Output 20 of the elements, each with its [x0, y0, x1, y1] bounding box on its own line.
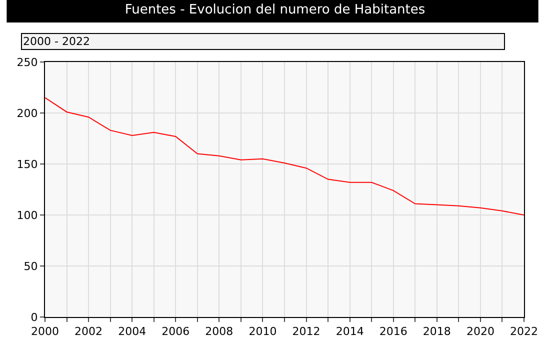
x-tick-label: 2008 — [205, 325, 234, 338]
y-tick-label: 100 — [16, 208, 38, 222]
y-tick-label: 50 — [24, 260, 38, 273]
x-tick-label: 2018 — [422, 325, 451, 338]
chart-subtitle: 2000 - 2022 — [23, 35, 90, 48]
x-tick-label: 2004 — [118, 325, 146, 338]
y-tick-label: 0 — [30, 310, 38, 324]
x-tick-label: 2006 — [162, 325, 190, 338]
chart-title: Fuentes - Evolucion del numero de Habitantes — [124, 2, 426, 18]
x-tick-label: 2016 — [379, 325, 408, 338]
y-tick-label: 250 — [16, 56, 38, 69]
x-tick-label: 2000 — [31, 325, 59, 338]
x-tick-label: 2022 — [510, 325, 538, 338]
x-tick-label: 2014 — [336, 325, 364, 338]
y-tick-label: 200 — [16, 106, 38, 120]
x-tick-label: 2020 — [466, 325, 494, 338]
x-tick-label: 2012 — [292, 325, 320, 338]
y-tick-label: 150 — [16, 158, 38, 171]
x-tick-label: 2002 — [74, 325, 103, 338]
x-tick-label: 2010 — [248, 325, 277, 338]
